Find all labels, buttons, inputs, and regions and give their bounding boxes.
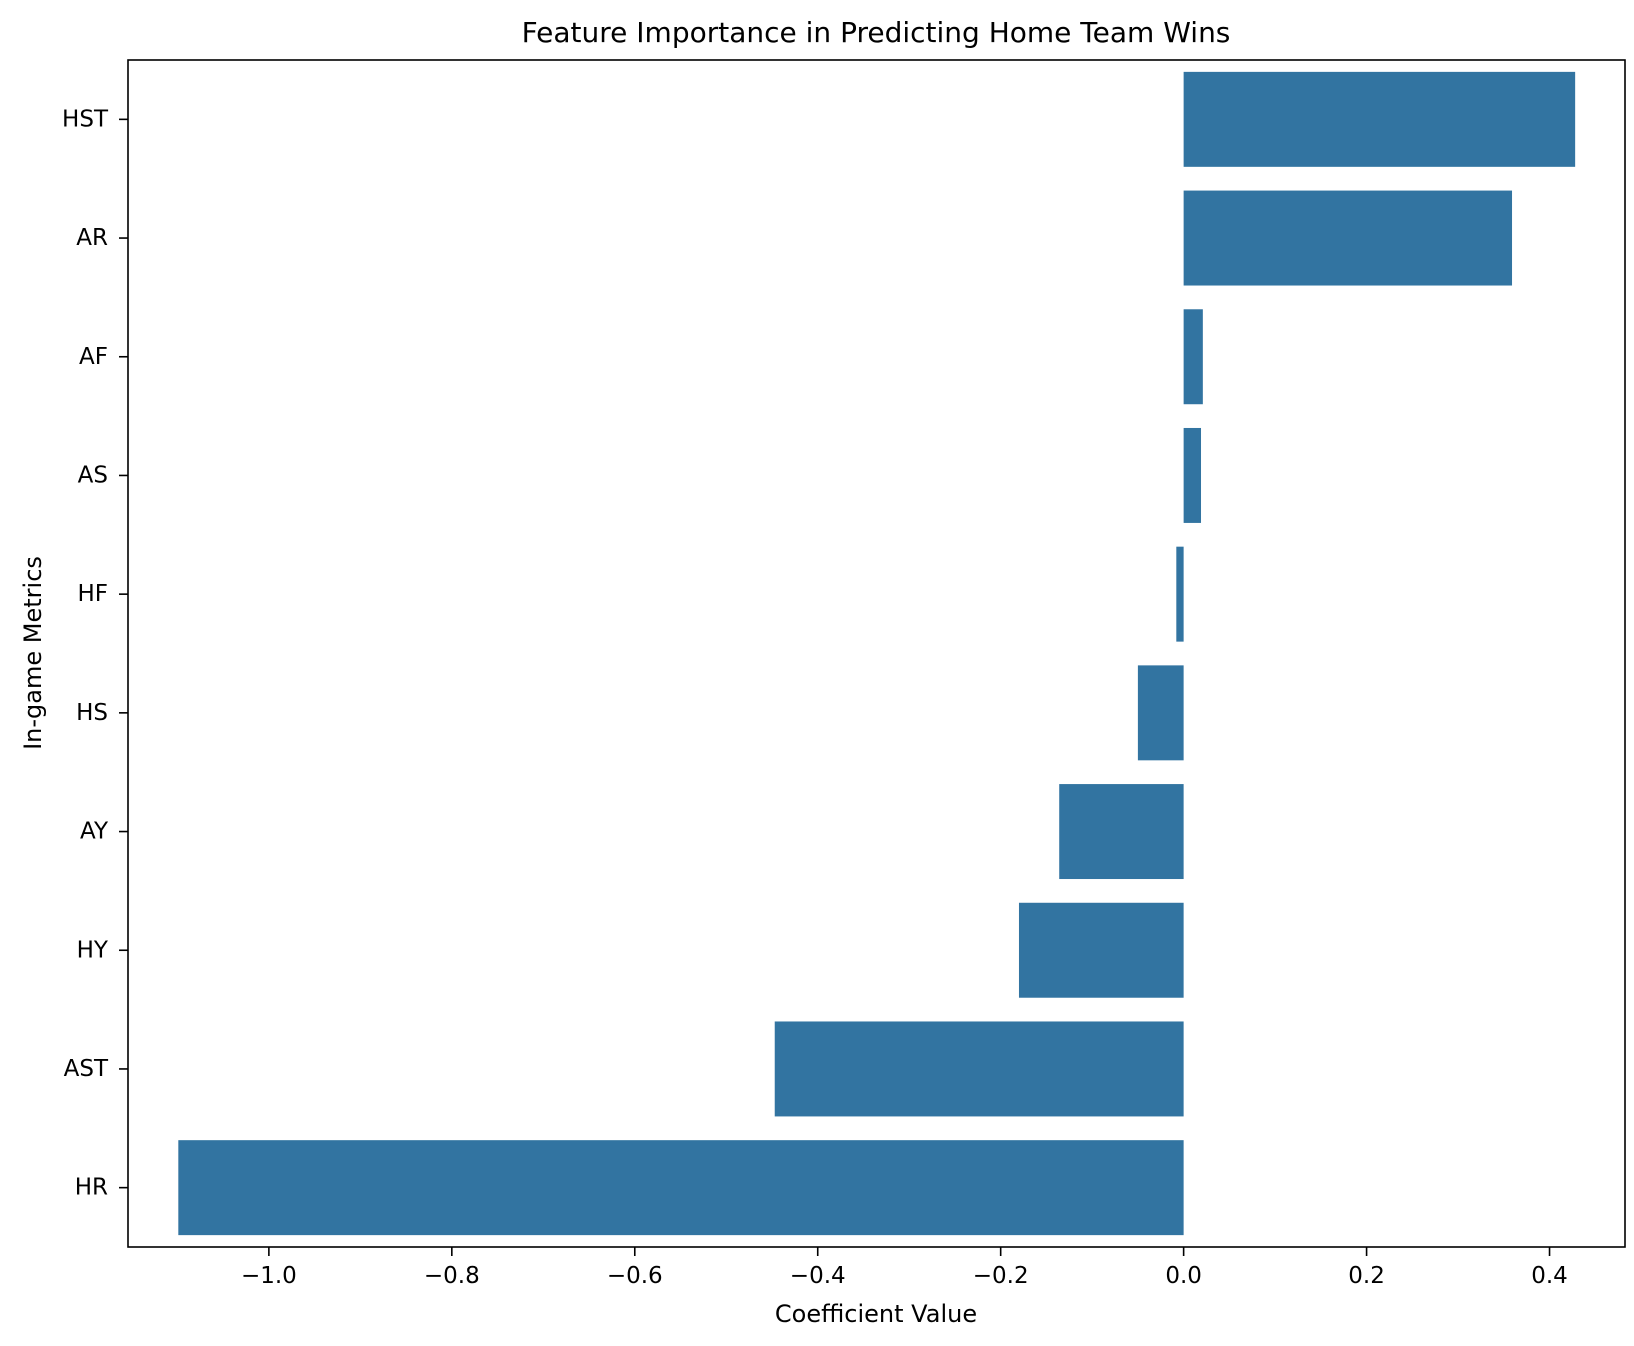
bar-af bbox=[1183, 309, 1203, 405]
x-axis-ticks: −1.0 −0.8 −0.6 −0.4 −0.2 0.0 0.2 0.4 bbox=[241, 1247, 1568, 1289]
bar-hr bbox=[178, 1140, 1184, 1236]
x-axis-label: Coefficient Value bbox=[775, 1300, 977, 1328]
y-tick-label: AF bbox=[79, 344, 108, 370]
x-tick-label: 0.0 bbox=[1165, 1263, 1202, 1289]
chart-title: Feature Importance in Predicting Home Te… bbox=[522, 16, 1231, 49]
y-tick-label: AR bbox=[76, 225, 108, 251]
bar-ay bbox=[1059, 784, 1184, 880]
x-tick-label: −0.4 bbox=[790, 1263, 846, 1289]
y-tick-label: HST bbox=[62, 106, 109, 132]
x-tick-label: −0.2 bbox=[973, 1263, 1029, 1289]
bar-ar bbox=[1183, 190, 1513, 286]
plot-frame bbox=[127, 59, 1626, 1248]
x-tick-label: −0.8 bbox=[424, 1263, 480, 1289]
y-tick-label: AS bbox=[78, 462, 108, 488]
y-tick-label: AY bbox=[80, 819, 109, 845]
y-axis-ticks: HST AR AF AS HF HS AY HY AST HR bbox=[62, 106, 128, 1201]
x-tick-label: −1.0 bbox=[241, 1263, 297, 1289]
y-tick-label: AST bbox=[64, 1056, 109, 1082]
x-tick-label: −0.6 bbox=[607, 1263, 663, 1289]
y-tick-label: HF bbox=[77, 581, 108, 607]
x-tick-label: 0.2 bbox=[1348, 1263, 1385, 1289]
bar-ast bbox=[774, 1021, 1184, 1117]
bar-as bbox=[1183, 427, 1202, 523]
y-tick-label: HY bbox=[77, 937, 109, 963]
bar-hy bbox=[1018, 902, 1184, 998]
bar-hf bbox=[1176, 546, 1184, 642]
bars-layer bbox=[178, 71, 1576, 1236]
bar-hs bbox=[1137, 665, 1184, 761]
y-axis-label: In-game Metrics bbox=[19, 556, 47, 750]
bar-hst bbox=[1183, 71, 1576, 167]
y-tick-label: HS bbox=[76, 700, 108, 726]
x-tick-label: 0.4 bbox=[1531, 1263, 1568, 1289]
y-tick-label: HR bbox=[75, 1175, 108, 1201]
